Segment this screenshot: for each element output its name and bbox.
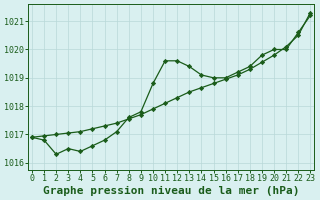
- X-axis label: Graphe pression niveau de la mer (hPa): Graphe pression niveau de la mer (hPa): [43, 186, 300, 196]
